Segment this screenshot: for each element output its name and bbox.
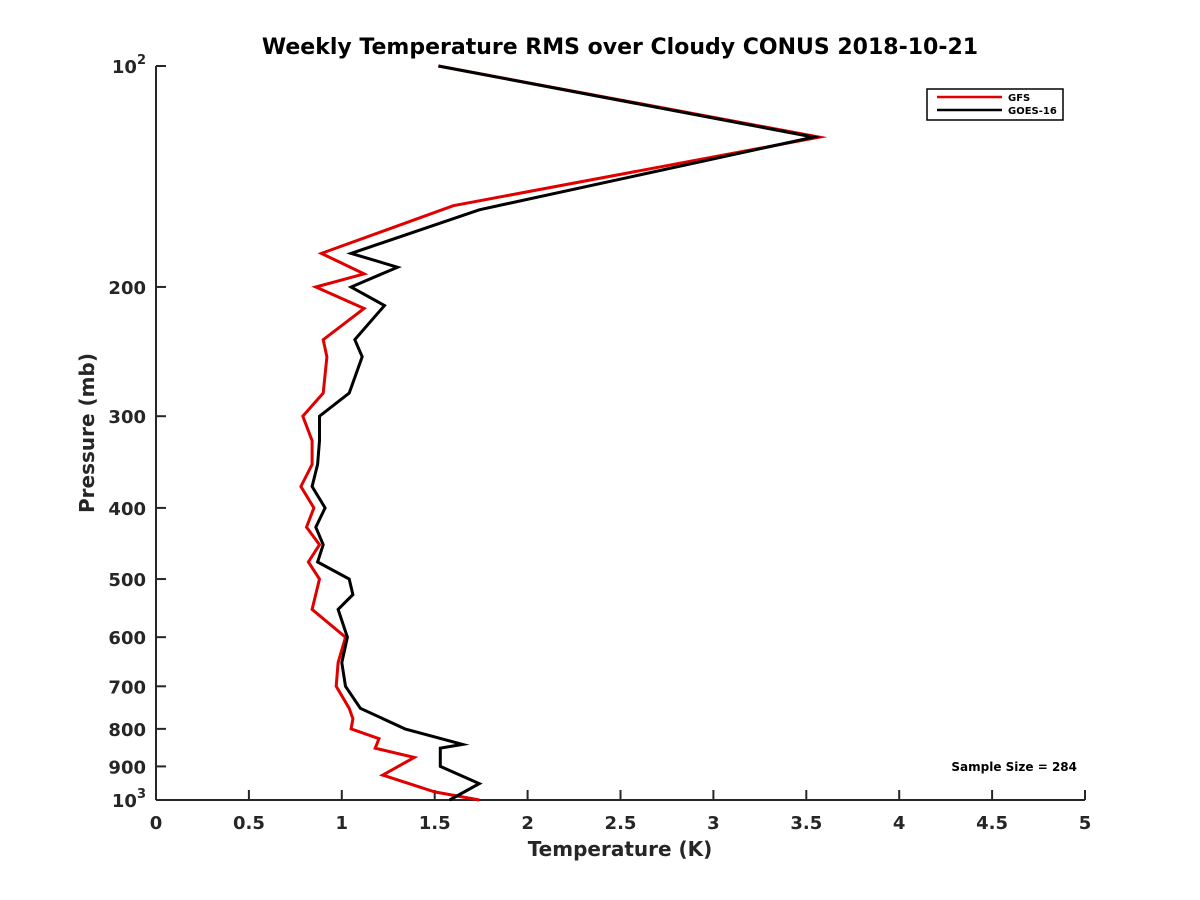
x-tick-label: 0 — [150, 813, 163, 834]
y-axis-label: Pressure (mb) — [75, 353, 99, 513]
y-tick-label: 900 — [108, 757, 146, 778]
chart-title: Weekly Temperature RMS over Cloudy CONUS… — [262, 35, 978, 60]
y-tick-label: 500 — [108, 570, 146, 591]
y-tick-label: 102 — [112, 53, 146, 78]
series-line-gfs — [299, 64, 828, 802]
x-axis-label: Temperature (K) — [528, 837, 713, 861]
x-tick-label: 0.5 — [233, 813, 265, 834]
x-tick-label: 2 — [521, 813, 534, 834]
y-tick-label: 103 — [112, 787, 146, 812]
x-tick-label: 3.5 — [790, 813, 822, 834]
x-tick-label: 5 — [1079, 813, 1092, 834]
legend-entries: GFS GOES-16 — [937, 93, 1057, 117]
y-tick-label: 700 — [108, 677, 146, 698]
x-tick-label: 3 — [707, 813, 720, 834]
legend-box — [926, 88, 1064, 121]
y-ticks: 102 200 300 400 500 600 700 800 900 103 — [108, 53, 166, 812]
x-ticks: 0 0.5 1 1.5 2 2.5 3 3.5 4 4.5 5 — [150, 790, 1092, 834]
plot-area: 0 0.5 1 1.5 2 2.5 3 3.5 4 4.5 5 102 200 300 400 500 600… — [108, 53, 1091, 834]
sample-size-annotation: Sample Size = 284 — [951, 760, 1077, 774]
legend: GFS GOES-16 — [926, 88, 1064, 121]
x-tick-label: 2.5 — [605, 813, 637, 834]
x-tick-label: 4.5 — [976, 813, 1008, 834]
y-tick-label: 300 — [108, 407, 146, 428]
x-tick-label: 1 — [336, 813, 349, 834]
legend-label-goes-16: GOES-16 — [1008, 106, 1057, 117]
y-tick-label: 400 — [108, 499, 146, 520]
y-tick-label: 600 — [108, 628, 146, 649]
legend-label-gfs: GFS — [1008, 93, 1030, 104]
y-tick-label: 800 — [108, 720, 146, 741]
x-tick-label: 4 — [893, 813, 906, 834]
y-tick-label: 200 — [108, 278, 146, 299]
x-tick-label: 1.5 — [419, 813, 451, 834]
series-line-goes-16 — [310, 64, 822, 802]
series-lines — [299, 64, 828, 802]
